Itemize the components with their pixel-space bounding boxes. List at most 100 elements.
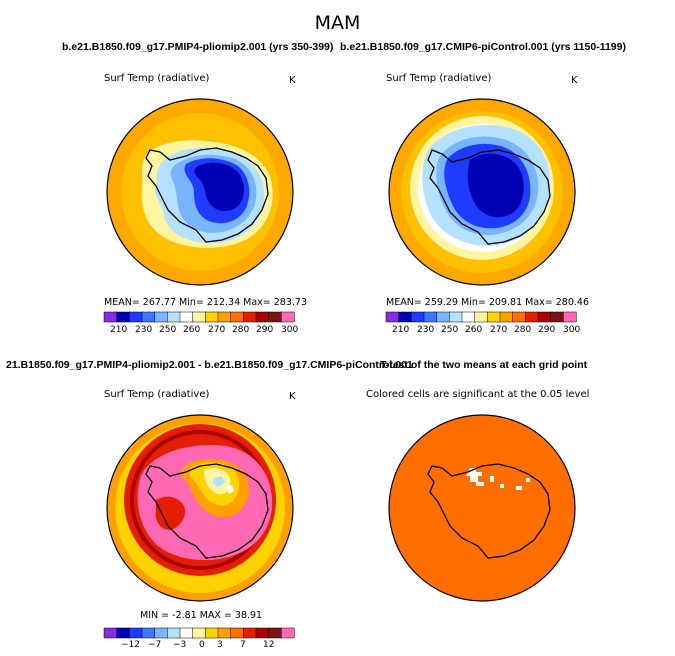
- colorbar-1-swatch-3: [141, 311, 156, 323]
- colorbar-3-swatch-5: [167, 627, 181, 639]
- map-panel-2: [389, 99, 575, 285]
- cb2-tick: 300: [563, 325, 581, 335]
- cb1-tick: 280: [232, 325, 250, 335]
- colorbar-3-swatch-9: [217, 627, 232, 639]
- p2-stats: MEAN= 259.29 Min= 209.81 Max= 280.46: [386, 297, 590, 308]
- colorbar-3-swatch-8: [205, 627, 219, 639]
- p1-units: K: [289, 75, 296, 86]
- colorbar-1-swatch-6: [179, 311, 194, 323]
- p4-frame: [388, 414, 576, 602]
- colorbar-1-swatch-8: [205, 311, 219, 323]
- cb1-tick: 260: [183, 325, 201, 335]
- colorbar-2: [385, 311, 577, 323]
- colorbar-1-swatch-13: [268, 311, 282, 323]
- cb3-tick: −7: [148, 640, 162, 650]
- cb2-tick: 230: [417, 325, 435, 335]
- cb2-tick: 270: [490, 325, 508, 335]
- cb1-tick: 300: [281, 325, 299, 335]
- colorbar-3-swatch-11: [243, 627, 257, 639]
- p3-units: K: [289, 391, 296, 402]
- colorbar-3-swatch-7: [192, 627, 206, 639]
- p3-ice-shelf-red: [155, 496, 186, 530]
- colorbar-1-swatch-4: [154, 311, 168, 323]
- p1-cold-core: [194, 162, 244, 212]
- cb2-tick: 280: [514, 325, 532, 335]
- p2-cold-core: [467, 153, 524, 218]
- colorbar-2-swatch-0: [385, 311, 400, 323]
- case2-title: b.e21.B1850.f09_g17.CMIP6-piControl.001 …: [340, 41, 626, 53]
- map-panel-4: [389, 415, 575, 601]
- p4-coastline: [427, 463, 551, 559]
- colorbar-1-swatch-9: [217, 311, 232, 323]
- cb1-tick: 270: [208, 325, 226, 335]
- colorbar-2-swatch-1: [398, 311, 412, 323]
- colorbar-2-swatch-8: [487, 311, 501, 323]
- p3-variable: Surf Temp (radiative): [104, 389, 210, 400]
- p2-units: K: [571, 75, 578, 86]
- colorbar-2-swatch-2: [411, 311, 425, 323]
- colorbar-3-ticks: −12 −7 −3 0 3 7 12: [0, 640, 675, 652]
- colorbar-2-swatch-9: [499, 311, 514, 323]
- p1-frame: [106, 98, 294, 286]
- cb3-tick: 7: [240, 640, 246, 650]
- p1-coastline: [145, 147, 269, 243]
- colorbar-1-swatch-7: [192, 311, 206, 323]
- map-panel-1: [107, 99, 293, 285]
- cb3-tick: 3: [217, 640, 223, 650]
- colorbar-1-swatch-2: [129, 311, 143, 323]
- p3-cool-spot: [213, 476, 225, 487]
- cb3-tick: 12: [263, 640, 275, 650]
- colorbar-1-swatch-0: [103, 311, 118, 323]
- colorbar-3-swatch-6: [179, 627, 194, 639]
- colorbar-3-swatch-10: [230, 627, 244, 639]
- colorbar-2-swatch-11: [525, 311, 539, 323]
- colorbar-3-swatch-1: [116, 627, 130, 639]
- cb2-tick: 250: [441, 325, 459, 335]
- colorbar-2-swatch-5: [449, 311, 463, 323]
- cb3-tick: 0: [199, 640, 205, 650]
- cb2-tick: 260: [465, 325, 483, 335]
- ttest-title: T-test of the two means at each grid poi…: [380, 359, 588, 371]
- colorbar-2-swatch-12: [537, 311, 552, 323]
- p1-stats: MEAN= 267.77 Min= 212.34 Max= 283.73: [104, 297, 308, 308]
- colorbar-2-ticks: 210 230 250 260 270 280 290 300: [0, 325, 675, 337]
- cb2-tick: 290: [538, 325, 556, 335]
- p4-significant-cells: [389, 415, 575, 601]
- colorbar-2-swatch-10: [512, 311, 526, 323]
- cb2-tick: 210: [392, 325, 410, 335]
- colorbar-3-swatch-13: [268, 627, 282, 639]
- p2-coastline: [427, 149, 551, 245]
- colorbar-3-swatch-12: [255, 627, 270, 639]
- colorbar-2-swatch-7: [474, 311, 488, 323]
- colorbar-3-swatch-2: [129, 627, 143, 639]
- colorbar-3-swatch-3: [141, 627, 156, 639]
- cb1-tick: 210: [110, 325, 128, 335]
- colorbar-1-swatch-1: [116, 311, 130, 323]
- colorbar-1-swatch-5: [167, 311, 181, 323]
- colorbar-2-swatch-14: [563, 311, 577, 323]
- colorbar-1-swatch-10: [230, 311, 244, 323]
- p2-variable: Surf Temp (radiative): [386, 73, 492, 84]
- cb3-tick: −3: [173, 640, 187, 650]
- colorbar-1-swatch-11: [243, 311, 257, 323]
- colorbar-2-swatch-6: [461, 311, 476, 323]
- case1-title: b.e21.B1850.f09_g17.PMIP4-pliomip2.001 (…: [62, 41, 334, 53]
- colorbar-2-swatch-4: [436, 311, 450, 323]
- colorbar-3-swatch-0: [103, 627, 118, 639]
- p1-variable: Surf Temp (radiative): [104, 73, 210, 84]
- cb3-tick: −12: [121, 640, 140, 650]
- colorbar-2-swatch-13: [550, 311, 564, 323]
- p2-frame: [388, 98, 576, 286]
- colorbar-2-swatch-3: [423, 311, 438, 323]
- p4-nonsig-cells: [466, 468, 530, 490]
- colorbar-3: [103, 627, 295, 639]
- colorbar-1-ticks: 210 230 250 260 270 280 290 300: [0, 325, 675, 337]
- p3-stats: MIN = -2.81 MAX = 38.91: [140, 610, 263, 621]
- p3-coastline: [145, 463, 269, 559]
- p3-white-spot: [226, 485, 234, 494]
- p3-frame: [106, 414, 294, 602]
- colorbar-3-swatch-14: [281, 627, 295, 639]
- colorbar-1-swatch-14: [281, 311, 295, 323]
- p4-note: Colored cells are significant at the 0.0…: [366, 389, 590, 400]
